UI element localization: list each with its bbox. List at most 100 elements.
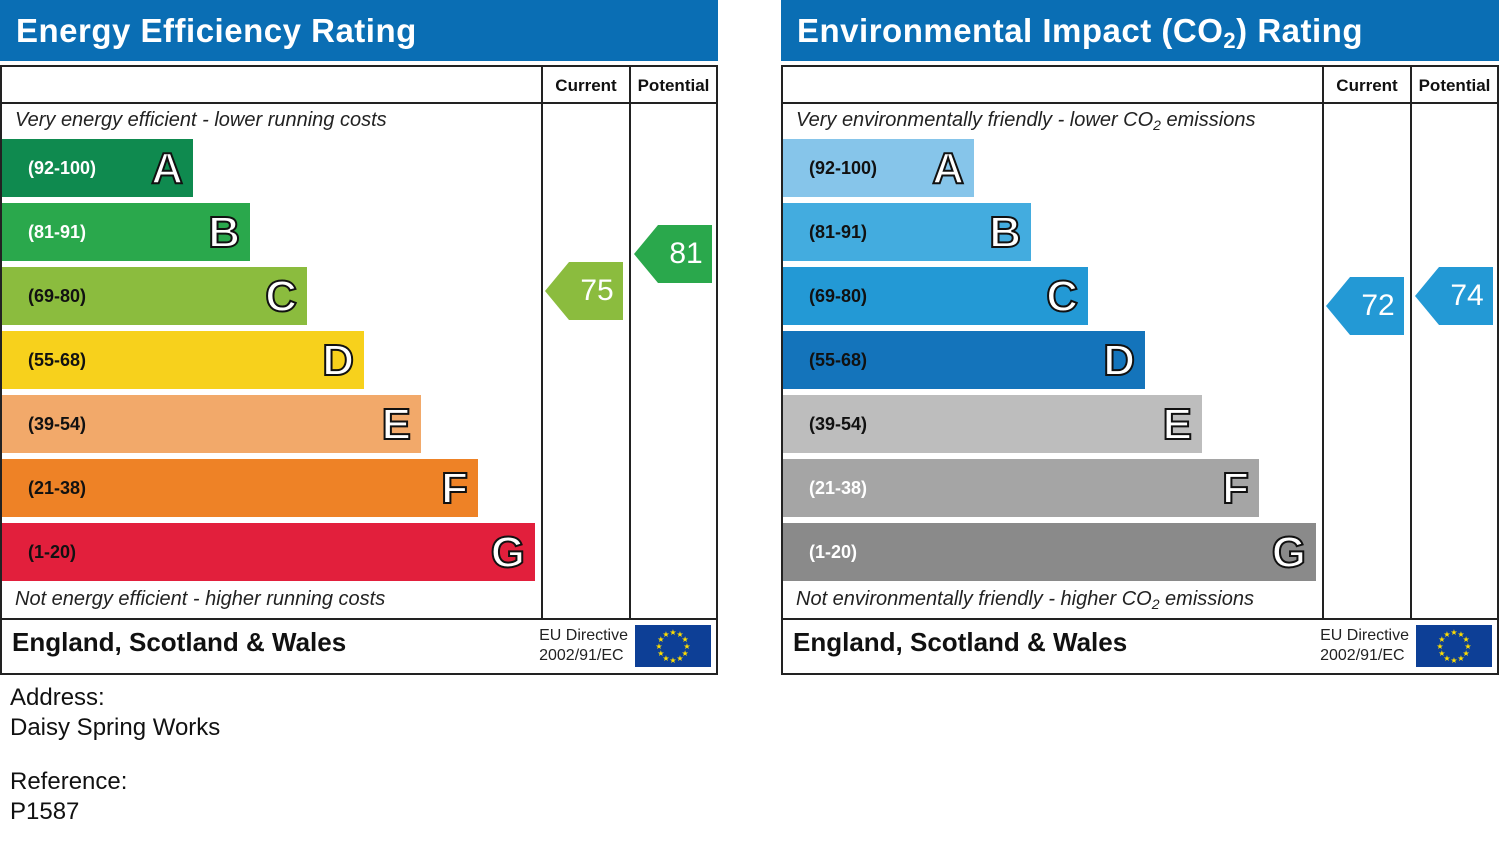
eu-directive-line: EU Directive: [539, 627, 628, 644]
eu-directive-text: EU Directive 2002/91/EC: [539, 626, 628, 666]
potential-column-header: Potential: [1418, 76, 1491, 95]
eu-star: ★: [669, 656, 676, 665]
environment-chart: Current Potential Very environmentally f…: [781, 65, 1499, 675]
eu-star: ★: [682, 649, 689, 658]
footer-country: England, Scotland & Wales: [12, 627, 347, 657]
band-range: (92-100): [809, 158, 878, 178]
potential-rating-value: 81: [669, 237, 703, 270]
column-divider: [1322, 67, 1324, 618]
band-letter: A: [150, 143, 184, 194]
footer-divider: [2, 618, 716, 620]
eu-star: ★: [669, 628, 676, 637]
potential-rating-arrow: 74: [1415, 267, 1493, 325]
eu-star: ★: [1463, 635, 1470, 644]
header-divider: [783, 102, 1497, 104]
caption-subscript: 2: [1151, 596, 1160, 612]
environmental-impact-panel: Environmental Impact (CO2) Rating Curren…: [781, 0, 1499, 675]
caption-subscript: 2: [1153, 117, 1161, 133]
band-letter: D: [1102, 335, 1136, 386]
address-block: Address: Daisy Spring Works: [10, 683, 220, 743]
eu-star: ★: [1463, 649, 1470, 658]
band-g: (1-20) G: [2, 523, 535, 581]
eu-directive-text: EU Directive 2002/91/EC: [1320, 626, 1409, 666]
eu-star: ★: [1450, 628, 1457, 637]
band-c: (69-80) C: [783, 267, 1088, 325]
current-rating-value: 75: [580, 274, 614, 307]
band-letter: B: [988, 207, 1022, 258]
eu-star: ★: [676, 630, 683, 639]
eu-star: ★: [1443, 654, 1450, 663]
current-column-header: Current: [1336, 76, 1398, 95]
caption-text-end: emissions: [1159, 588, 1254, 610]
band-b: (81-91) B: [783, 203, 1031, 261]
band-letter: G: [1271, 527, 1307, 578]
current-column-header: Current: [555, 76, 617, 95]
band-b: (81-91) B: [2, 203, 250, 261]
title-text-end: ) Rating: [1236, 12, 1363, 49]
eu-star: ★: [655, 642, 662, 651]
address-label: Address:: [10, 684, 105, 711]
band-g: (1-20) G: [783, 523, 1316, 581]
band-range: (81-91): [809, 222, 868, 242]
column-divider: [1410, 67, 1412, 618]
band-letter: A: [931, 143, 965, 194]
top-caption: Very environmentally friendly - lower CO…: [796, 109, 1255, 132]
eu-star: ★: [1438, 649, 1445, 658]
band-range: (1-20): [809, 542, 858, 562]
reference-value: P1587: [10, 798, 80, 825]
footer-country: England, Scotland & Wales: [793, 627, 1128, 657]
band-range: (69-80): [28, 286, 87, 306]
band-letter: F: [440, 463, 469, 514]
potential-rating-value: 74: [1450, 279, 1484, 312]
band-letter: C: [1045, 271, 1079, 322]
top-caption: Very energy efficient - lower running co…: [15, 109, 387, 131]
title-subscript: 2: [1223, 28, 1237, 53]
eu-star: ★: [1457, 630, 1464, 639]
band-letter: C: [264, 271, 298, 322]
band-letter: D: [321, 335, 355, 386]
eu-directive-number: 2002/91/EC: [539, 647, 624, 664]
bottom-caption: Not environmentally friendly - higher CO…: [796, 588, 1254, 611]
eu-star: ★: [1438, 635, 1445, 644]
band-range: (21-38): [28, 478, 87, 498]
potential-rating-arrow: 81: [634, 225, 712, 283]
band-f: (21-38) F: [2, 459, 478, 517]
band-letter: F: [1221, 463, 1250, 514]
header-divider: [2, 102, 716, 104]
band-letter: E: [381, 399, 412, 450]
potential-column-header: Potential: [637, 76, 710, 95]
energy-efficiency-panel: Energy Efficiency Rating Current Potenti…: [0, 0, 718, 675]
energy-panel-title: Energy Efficiency Rating: [0, 0, 718, 61]
eu-star: ★: [1450, 656, 1457, 665]
eu-directive-number: 2002/91/EC: [1320, 647, 1405, 664]
band-letter: B: [207, 207, 241, 258]
band-d: (55-68) D: [783, 331, 1145, 389]
eu-star: ★: [657, 649, 664, 658]
eu-star: ★: [1436, 642, 1443, 651]
bottom-caption: Not energy efficient - higher running co…: [15, 588, 386, 610]
current-rating-value: 72: [1361, 289, 1395, 322]
energy-chart: Current Potential Very energy efficient …: [0, 65, 718, 675]
eu-star: ★: [676, 654, 683, 663]
current-rating-arrow: 75: [545, 262, 623, 320]
band-f: (21-38) F: [783, 459, 1259, 517]
reference-label: Reference:: [10, 768, 128, 795]
band-d: (55-68) D: [2, 331, 364, 389]
caption-text: Not environmentally friendly - higher CO: [796, 588, 1152, 610]
band-e: (39-54) E: [2, 395, 421, 453]
eu-star: ★: [662, 630, 669, 639]
band-range: (69-80): [809, 286, 868, 306]
title-text: Environmental Impact (CO: [797, 12, 1224, 49]
caption-text-end: emissions: [1160, 109, 1256, 131]
eu-star: ★: [682, 635, 689, 644]
band-a: (92-100) A: [783, 139, 974, 197]
footer-divider: [783, 618, 1497, 620]
eu-star: ★: [1464, 642, 1471, 651]
environment-panel-title: Environmental Impact (CO2) Rating: [781, 0, 1499, 61]
band-range: (81-91): [28, 222, 87, 242]
column-divider: [541, 67, 543, 618]
column-divider: [629, 67, 631, 618]
band-c: (69-80) C: [2, 267, 307, 325]
band-range: (55-68): [28, 350, 87, 370]
band-range: (55-68): [809, 350, 868, 370]
